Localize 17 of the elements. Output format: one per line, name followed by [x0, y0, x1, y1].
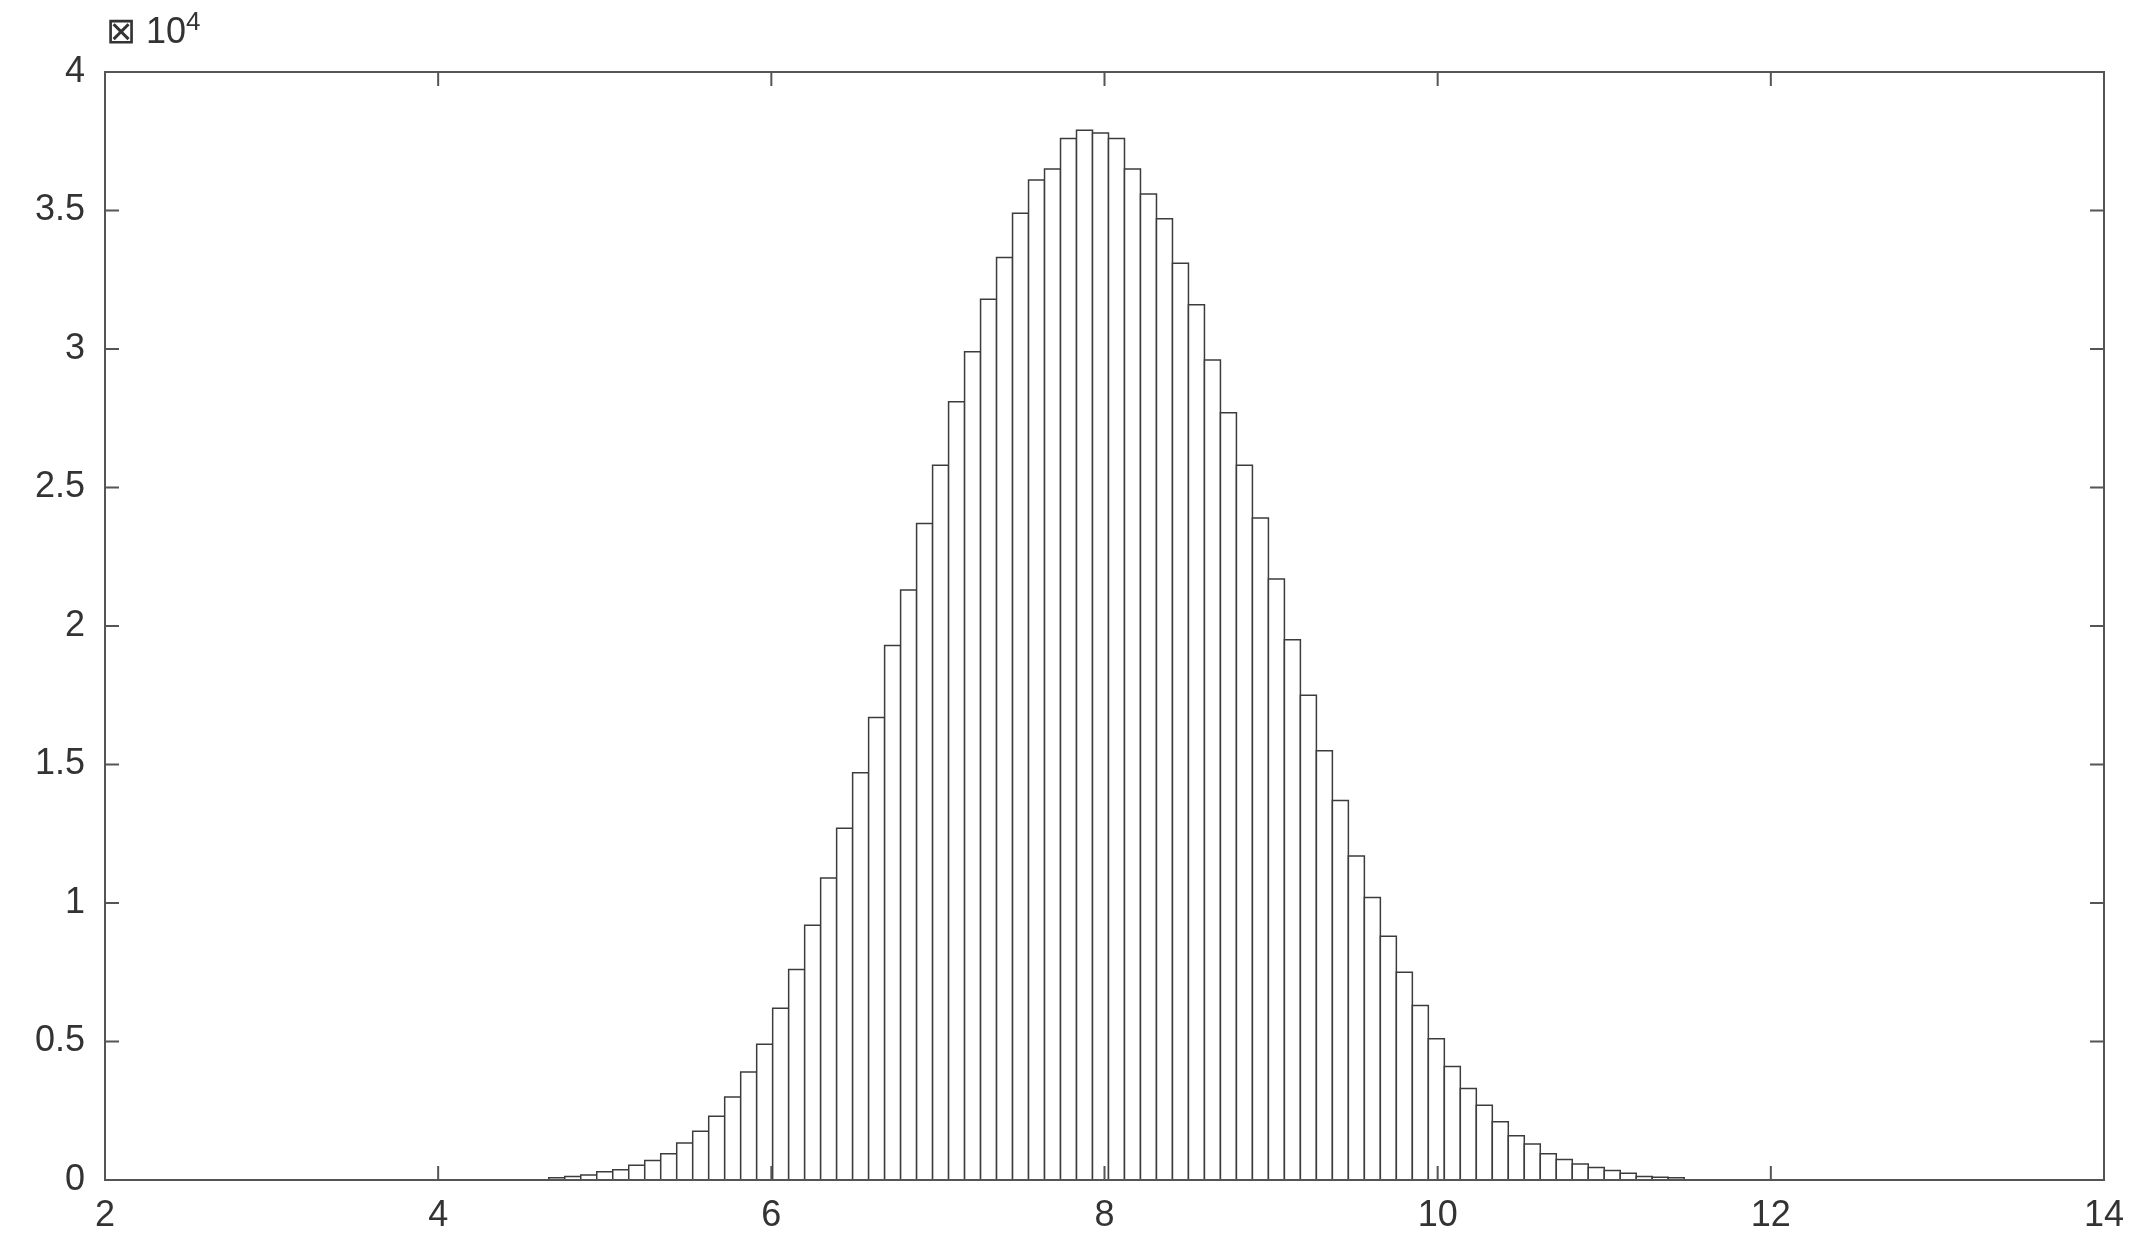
y-tick-label: 2.5: [34, 464, 85, 506]
y-tick-label: 1: [64, 879, 85, 921]
x-tick-label: 14: [2083, 1192, 2125, 1234]
x-tick-label: 12: [1750, 1192, 1791, 1234]
y-tick-label: 3: [64, 325, 85, 367]
y-tick-label: 0: [64, 1156, 85, 1198]
x-tick-label: 4: [428, 1192, 449, 1234]
y-tick-label: 3.5: [34, 187, 85, 229]
y-tick-label: 2: [64, 602, 85, 644]
x-tick-label: 8: [1094, 1192, 1115, 1234]
y-tick-label: 1.5: [34, 741, 85, 783]
x-tick-label: 2: [94, 1192, 116, 1234]
y-tick-label: 0.5: [34, 1018, 85, 1060]
x-tick-label: 6: [761, 1192, 782, 1234]
text: ⊠ 10$^{4}$: [106, 6, 201, 52]
x-tick-label: 10: [1417, 1192, 1458, 1234]
y-tick-label: 4: [64, 48, 85, 90]
